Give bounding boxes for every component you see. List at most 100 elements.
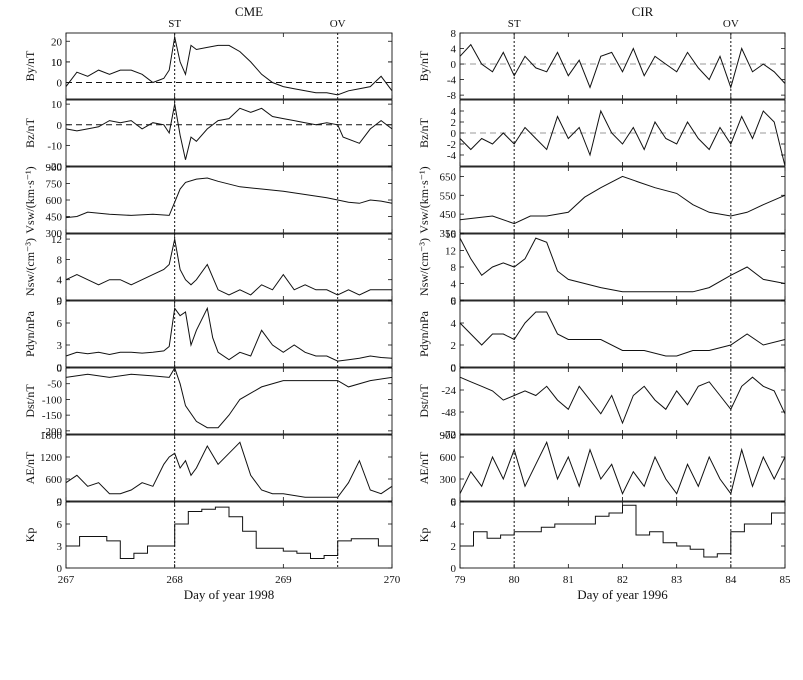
y-axis-label: Vsw/(km·s⁻¹) [23, 166, 37, 233]
event-marker-label: OV [330, 18, 346, 30]
y-tick-label: -4 [447, 150, 457, 162]
event-marker-label: ST [168, 18, 181, 30]
panel-frame [459, 300, 786, 368]
y-tick-label: 4 [57, 275, 63, 287]
y-tick-label: 8 [57, 254, 63, 266]
y-tick-label: -20 [47, 161, 62, 173]
y-tick-label: 20 [51, 36, 63, 48]
chart-title-1: CIR [632, 4, 654, 19]
y-tick-label: 0 [451, 128, 457, 140]
y-tick-label: -4 [447, 75, 457, 87]
x-tick-label: 79 [455, 574, 467, 586]
x-tick-label: 270 [384, 574, 401, 586]
series-line [65, 366, 393, 429]
y-tick-label: 900 [46, 162, 63, 174]
y-tick-label: 0 [57, 78, 63, 90]
series-line [66, 506, 392, 559]
y-tick-label: 900 [440, 430, 457, 442]
y-tick-label: 300 [46, 228, 63, 240]
y-tick-label: 4 [451, 318, 457, 330]
y-tick-label: 0 [451, 563, 457, 575]
y-tick-label: 10 [51, 57, 63, 69]
y-tick-label: 6 [451, 296, 457, 308]
y-tick-label: 12 [51, 234, 62, 246]
x-tick-label: 83 [671, 574, 683, 586]
y-axis-label: Bz/nT [417, 117, 431, 148]
y-axis-label: Pdyn/nPa [417, 310, 431, 357]
y-axis-label: Vsw/(km·s⁻¹) [417, 166, 431, 233]
y-tick-label: 450 [440, 209, 457, 221]
y-tick-label: 450 [46, 212, 63, 224]
y-tick-label: 0 [451, 295, 457, 307]
y-tick-label: 8 [451, 262, 457, 274]
y-tick-label: 12 [445, 246, 456, 258]
y-tick-label: 9 [57, 497, 63, 509]
y-tick-label: -24 [441, 385, 456, 397]
y-tick-label: 1800 [40, 430, 63, 442]
panel-frame [459, 32, 786, 100]
y-tick-label: 0 [57, 496, 63, 508]
y-axis-label: Dst/nT [23, 384, 37, 418]
x-tick-label: 267 [58, 574, 75, 586]
y-tick-label: -72 [441, 429, 456, 441]
y-axis-label: Pdyn/nPa [23, 310, 37, 357]
series-line [459, 376, 786, 425]
chart-title-0: CME [235, 4, 263, 19]
y-tick-label: -50 [47, 379, 62, 391]
x-tick-label: 85 [780, 574, 792, 586]
y-tick-label: 2 [451, 340, 457, 352]
x-tick-label: 84 [725, 574, 737, 586]
event-marker-label: ST [508, 18, 521, 30]
series-line [460, 504, 785, 558]
panel-frame [65, 233, 393, 301]
y-tick-label: -10 [47, 140, 62, 152]
x-tick-label: 269 [275, 574, 292, 586]
x-tick-label: 80 [509, 574, 521, 586]
y-tick-label: 10 [51, 57, 63, 69]
series-line [65, 36, 393, 96]
y-axis-label: Nsw/(cm⁻³) [23, 238, 37, 296]
y-tick-label: 8 [451, 28, 457, 40]
x-tick-label: 268 [166, 574, 183, 586]
y-tick-label: 300 [440, 474, 457, 486]
y-tick-label: -200 [42, 426, 63, 438]
y-axis-label: Kp [417, 528, 431, 543]
y-tick-label: 600 [46, 474, 63, 486]
y-tick-label: -8 [447, 90, 457, 102]
y-tick-label: 6 [57, 318, 63, 330]
y-tick-label: 0 [57, 362, 63, 374]
y-tick-label: -100 [42, 394, 63, 406]
y-tick-label: 0 [57, 295, 63, 307]
y-tick-label: -150 [42, 410, 63, 422]
panel-frame [65, 434, 393, 502]
y-axis-label: By/nT [23, 50, 37, 81]
y-tick-label: 0 [57, 363, 63, 375]
y-tick-label: 9 [57, 296, 63, 308]
panel-frame [65, 300, 393, 368]
y-tick-label: 750 [46, 179, 63, 191]
x-axis-label: Day of year 1998 [184, 587, 275, 602]
y-axis-label: Kp [23, 528, 37, 543]
series-line [459, 109, 786, 167]
series-line [459, 43, 786, 90]
y-axis-label: Bz/nT [23, 117, 37, 148]
x-axis-label: Day of year 1996 [577, 587, 668, 602]
y-tick-label: 6 [57, 519, 63, 531]
event-marker-label: OV [723, 18, 739, 30]
series-line [459, 175, 786, 225]
x-tick-label: 82 [617, 574, 628, 586]
series-line [65, 177, 393, 219]
series-line [65, 306, 393, 362]
y-tick-label: 0 [451, 363, 457, 375]
panel-frame [65, 501, 393, 569]
series-line [459, 440, 786, 495]
y-tick-label: 6 [451, 497, 457, 509]
y-tick-label: 2 [451, 117, 457, 129]
y-tick-label: 3 [57, 340, 63, 352]
y-tick-label: 3 [57, 541, 63, 553]
y-axis-label: By/nT [417, 50, 431, 81]
series-line [459, 311, 786, 357]
y-tick-label: -48 [441, 407, 456, 419]
y-tick-label: 0 [57, 120, 63, 132]
